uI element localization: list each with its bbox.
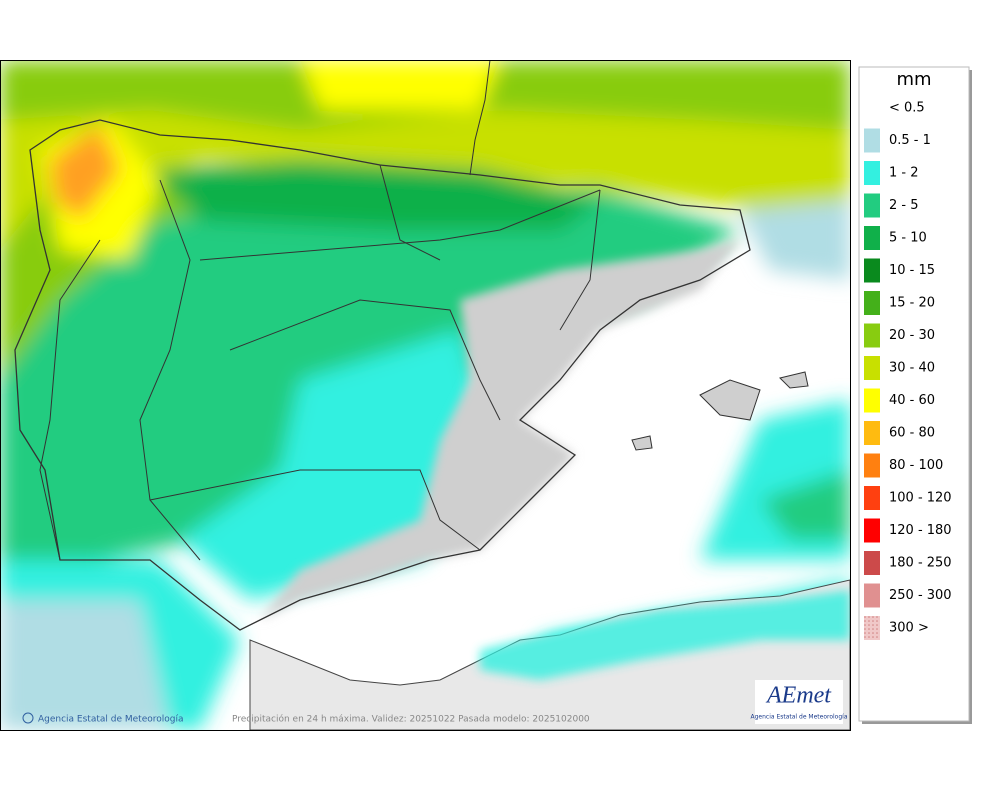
logo-bg <box>755 680 843 724</box>
legend-swatch <box>864 551 880 575</box>
legend-swatch <box>864 161 880 185</box>
legend-swatch <box>864 226 880 250</box>
legend-swatch <box>864 421 880 445</box>
legend-label: 30 - 40 <box>889 361 935 376</box>
map <box>0 60 850 730</box>
legend-label: 250 - 300 <box>889 588 952 603</box>
logo: AEmet Agencia Estatal de Meteorología <box>751 680 848 724</box>
legend-swatch <box>864 291 880 315</box>
legend-label: 0.5 - 1 <box>889 133 931 148</box>
credit-text: Agencia Estatal de Meteorología <box>38 715 184 725</box>
legend-label: 1 - 2 <box>889 166 919 181</box>
legend: mm < 0.5 0.5 - 1 1 - 2 2 - 5 5 - 10 10 - 15 15… <box>858 66 972 724</box>
caption: Precipitación en 24 h máxima. Validez: 2… <box>232 714 590 725</box>
iberia-outline <box>14 119 751 631</box>
legend-swatch <box>864 453 880 478</box>
legend-swatch <box>864 128 880 153</box>
legend-label: 2 - 5 <box>889 198 919 213</box>
legend-label: 80 - 100 <box>889 458 943 473</box>
logo-name: AEmet <box>765 683 832 709</box>
legend-label: < 0.5 <box>889 101 925 116</box>
legend-label: 60 - 80 <box>889 426 935 441</box>
legend-title: mm <box>896 69 931 90</box>
precip-field <box>0 60 850 730</box>
legend-swatch <box>864 486 880 510</box>
legend-swatch <box>864 356 880 380</box>
legend-label: 15 - 20 <box>889 296 935 311</box>
legend-swatch <box>864 388 880 413</box>
legend-label: 100 - 120 <box>889 491 952 506</box>
balearic-islands <box>631 371 809 451</box>
legend-swatch <box>864 616 880 640</box>
legend-swatch <box>864 583 880 608</box>
legend-label: 40 - 60 <box>889 393 935 408</box>
legend-label: 5 - 10 <box>889 231 927 246</box>
logo-subtitle: Agencia Estatal de Meteorología <box>751 714 848 721</box>
legend-label: 120 - 180 <box>889 523 952 538</box>
map-frame <box>0 60 851 731</box>
legend-label: 300 > <box>889 621 929 636</box>
legend-swatch <box>864 323 880 348</box>
credit: Agencia Estatal de Meteorología <box>22 712 184 725</box>
copyright-icon <box>22 712 34 724</box>
legend-label: 10 - 15 <box>889 263 935 278</box>
france-border <box>469 60 491 176</box>
legend-swatch <box>864 193 880 218</box>
dry-land <box>260 240 740 620</box>
legend-label: 180 - 250 <box>889 556 952 571</box>
africa-coastal-precip <box>480 590 850 680</box>
legend-label: 20 - 30 <box>889 328 935 343</box>
region-borders <box>39 164 601 561</box>
legend-swatch <box>864 518 880 543</box>
legend-swatch <box>864 258 880 283</box>
